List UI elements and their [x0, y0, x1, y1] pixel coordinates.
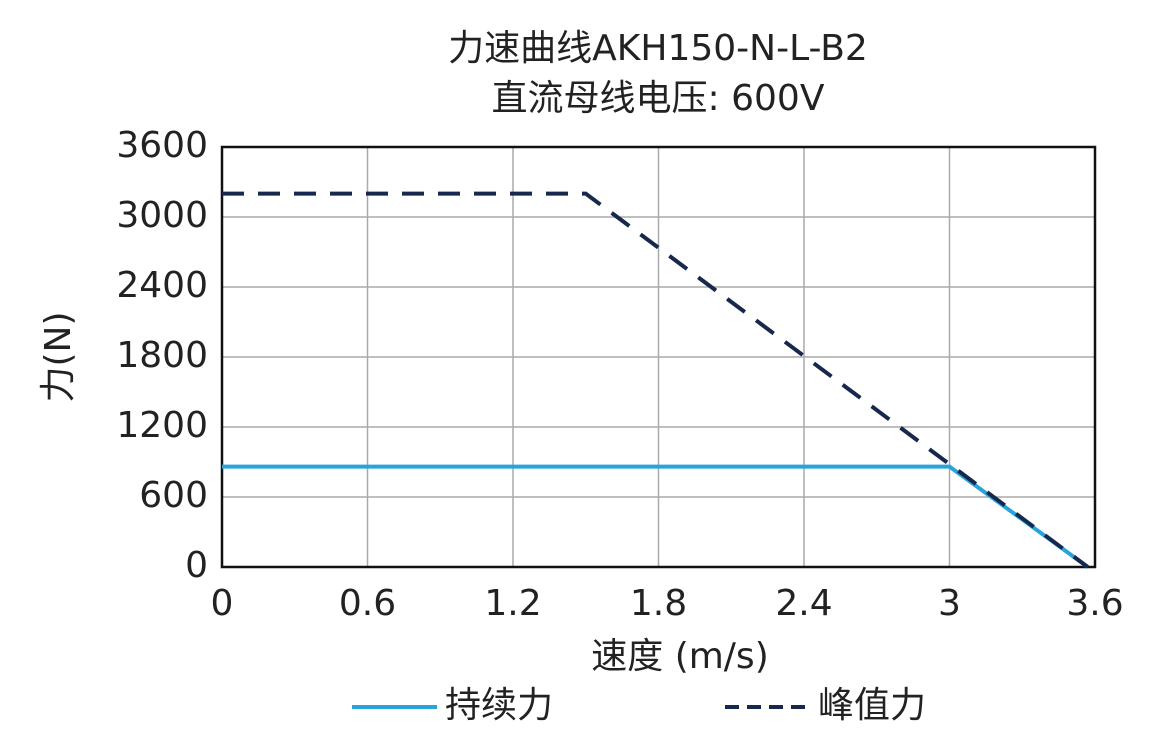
legend-label: 持续力 [445, 685, 553, 726]
x-axis-label: 速度 (m/s) [591, 636, 769, 677]
y-tick-label: 0 [185, 545, 208, 586]
y-tick-label: 3600 [116, 125, 208, 166]
y-tick-label: 3000 [116, 195, 208, 236]
y-tick-label: 600 [139, 475, 208, 516]
data-line [222, 191, 1089, 569]
x-tick-label: 1.2 [484, 583, 541, 624]
data-line [222, 464, 1089, 569]
x-tick-label: 3 [938, 583, 961, 624]
chart-title: 力速曲线AKH150-N-L-B2 [448, 28, 868, 69]
x-tick-label: 3.6 [1066, 583, 1123, 624]
x-tick-label: 1.8 [630, 583, 687, 624]
chart-subtitle: 直流母线电压: 600V [492, 78, 825, 119]
y-tick-label: 1800 [116, 335, 208, 376]
legend-label: 峰值力 [818, 685, 926, 726]
x-tick-label: 0 [211, 583, 234, 624]
x-tick-label: 2.4 [775, 583, 832, 624]
y-tick-label: 2400 [116, 265, 208, 306]
plot-border [220, 145, 1097, 569]
y-axis-label: 力(N) [38, 311, 79, 402]
x-tick-label: 0.6 [339, 583, 396, 624]
y-tick-label: 1200 [116, 405, 208, 446]
